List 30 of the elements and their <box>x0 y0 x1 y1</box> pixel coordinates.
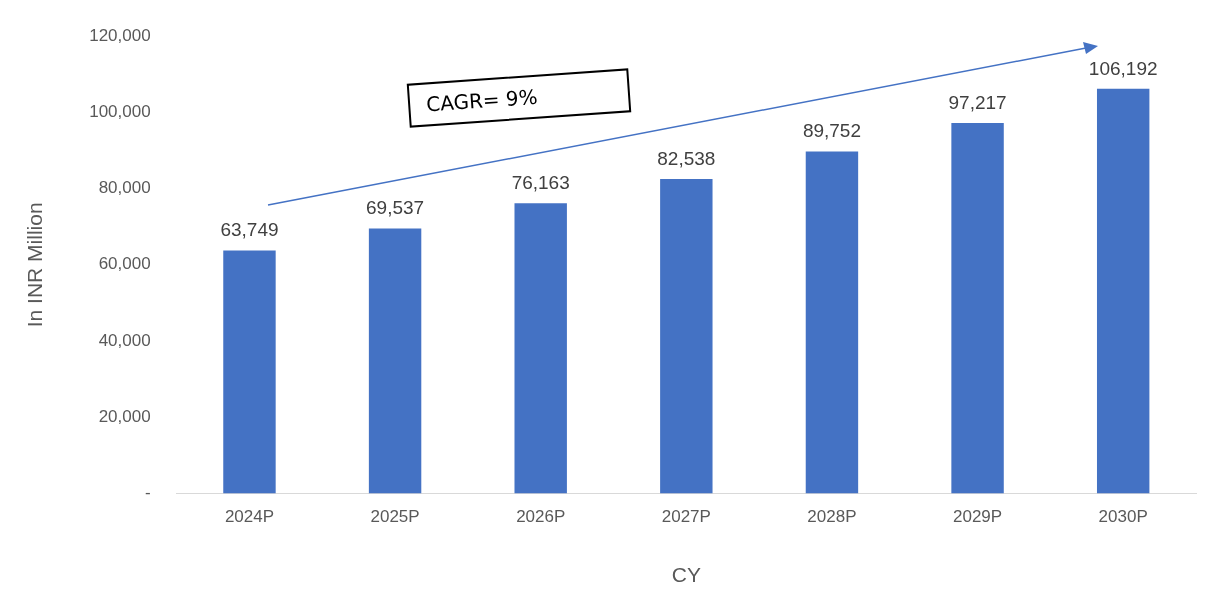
bar <box>1096 88 1150 494</box>
data-label: 69,537 <box>366 197 425 219</box>
bar <box>368 228 422 494</box>
data-label: 106,192 <box>1088 57 1158 79</box>
x-axis-title: CY <box>671 563 701 587</box>
y-tick-label: 60,000 <box>98 254 151 274</box>
x-tick-label: 2025P <box>370 507 420 527</box>
bar <box>951 123 1004 494</box>
x-tick-label: 2030P <box>1098 507 1148 527</box>
y-tick-label: 40,000 <box>98 330 151 350</box>
data-label: 97,217 <box>948 91 1007 113</box>
y-tick-label: 20,000 <box>98 406 151 426</box>
bar <box>223 250 276 494</box>
x-tick-label: 2029P <box>952 507 1003 527</box>
y-tick-label: 120,000 <box>89 25 151 45</box>
y-axis-title: In INR Million <box>23 202 47 328</box>
bar <box>805 151 859 494</box>
x-tick-label: 2024P <box>224 507 275 527</box>
y-tick-label: 100,000 <box>89 102 151 122</box>
data-label: 63,749 <box>220 219 279 241</box>
x-tick-label: 2028P <box>807 507 857 527</box>
data-label: 76,163 <box>511 171 570 193</box>
y-tick-label: - <box>144 483 151 503</box>
x-tick-label: 2026P <box>516 507 566 527</box>
x-tick-label: 2027P <box>661 507 711 527</box>
data-label: 89,752 <box>802 120 862 142</box>
data-label: 82,538 <box>657 147 716 169</box>
y-tick-label: 80,000 <box>98 178 151 198</box>
bar <box>514 203 567 494</box>
bar <box>660 178 713 494</box>
